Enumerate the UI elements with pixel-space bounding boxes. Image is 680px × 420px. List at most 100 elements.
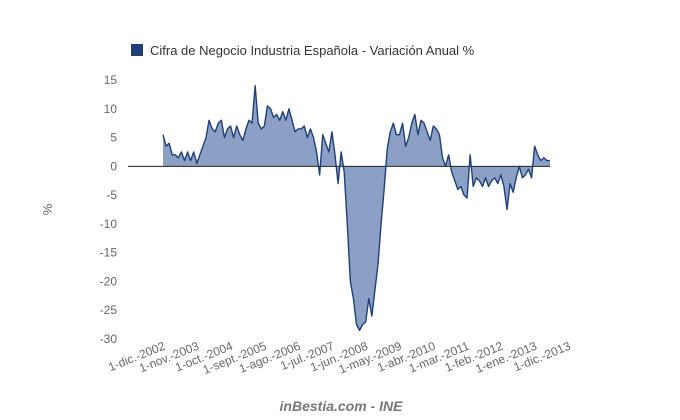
data-point[interactable] (463, 194, 465, 196)
data-point[interactable] (457, 188, 459, 190)
data-point[interactable] (445, 165, 447, 167)
data-point[interactable] (524, 174, 526, 176)
data-point[interactable] (481, 185, 483, 187)
data-point[interactable] (297, 128, 299, 130)
data-point[interactable] (488, 185, 490, 187)
data-point[interactable] (263, 125, 265, 127)
data-point[interactable] (211, 128, 213, 130)
data-point[interactable] (313, 137, 315, 139)
data-point[interactable] (168, 142, 170, 144)
data-point[interactable] (285, 119, 287, 121)
data-point[interactable] (254, 85, 256, 87)
data-point[interactable] (187, 151, 189, 153)
data-point[interactable] (521, 177, 523, 179)
data-point[interactable] (395, 134, 397, 136)
data-point[interactable] (423, 122, 425, 124)
data-point[interactable] (442, 157, 444, 159)
data-point[interactable] (359, 329, 361, 331)
data-point[interactable] (371, 315, 373, 317)
data-point[interactable] (260, 128, 262, 130)
data-point[interactable] (309, 128, 311, 130)
data-point[interactable] (500, 174, 502, 176)
data-point[interactable] (497, 183, 499, 185)
data-point[interactable] (405, 145, 407, 147)
data-point[interactable] (171, 154, 173, 156)
data-point[interactable] (546, 160, 548, 162)
data-point[interactable] (509, 183, 511, 185)
data-point[interactable] (435, 128, 437, 130)
data-point[interactable] (165, 145, 167, 147)
data-point[interactable] (438, 134, 440, 136)
data-point[interactable] (349, 280, 351, 282)
data-point[interactable] (276, 114, 278, 116)
data-point[interactable] (184, 160, 186, 162)
data-point[interactable] (543, 157, 545, 159)
data-point[interactable] (537, 154, 539, 156)
data-point[interactable] (199, 154, 201, 156)
data-point[interactable] (270, 108, 272, 110)
data-point[interactable] (180, 151, 182, 153)
data-point[interactable] (190, 160, 192, 162)
data-point[interactable] (220, 119, 222, 121)
data-point[interactable] (162, 134, 164, 136)
series-line[interactable] (162, 85, 550, 332)
data-point[interactable] (346, 223, 348, 225)
data-point[interactable] (469, 154, 471, 156)
data-point[interactable] (512, 191, 514, 193)
data-point[interactable] (478, 180, 480, 182)
data-point[interactable] (377, 263, 379, 265)
data-point[interactable] (389, 131, 391, 133)
data-point[interactable] (273, 116, 275, 118)
data-point[interactable] (365, 321, 367, 323)
data-point[interactable] (356, 324, 358, 326)
data-point[interactable] (196, 162, 198, 164)
data-point[interactable] (177, 157, 179, 159)
data-point[interactable] (337, 183, 339, 185)
data-point[interactable] (491, 180, 493, 182)
data-point[interactable] (343, 171, 345, 173)
data-point[interactable] (414, 114, 416, 116)
data-point[interactable] (282, 111, 284, 113)
data-point[interactable] (494, 177, 496, 179)
data-point[interactable] (217, 122, 219, 124)
data-point[interactable] (288, 108, 290, 110)
data-point[interactable] (528, 168, 530, 170)
data-point[interactable] (208, 119, 210, 121)
data-point[interactable] (319, 174, 321, 176)
data-point[interactable] (460, 185, 462, 187)
data-point[interactable] (245, 128, 247, 130)
data-point[interactable] (306, 137, 308, 139)
data-point[interactable] (230, 125, 232, 127)
data-point[interactable] (340, 151, 342, 153)
data-point[interactable] (202, 145, 204, 147)
data-point[interactable] (485, 177, 487, 179)
data-point[interactable] (518, 165, 520, 167)
data-point[interactable] (236, 125, 238, 127)
data-point[interactable] (531, 177, 533, 179)
data-point[interactable] (233, 137, 235, 139)
data-point[interactable] (380, 223, 382, 225)
data-point[interactable] (466, 197, 468, 199)
data-point[interactable] (426, 131, 428, 133)
legend[interactable]: Cifra de Negocio Industria Española - Va… (131, 43, 475, 58)
data-point[interactable] (248, 119, 250, 121)
data-point[interactable] (174, 154, 176, 156)
data-point[interactable] (374, 289, 376, 291)
data-point[interactable] (399, 134, 401, 136)
data-point[interactable] (451, 171, 453, 173)
data-point[interactable] (352, 298, 354, 300)
data-point[interactable] (432, 125, 434, 127)
data-point[interactable] (279, 119, 281, 121)
data-point[interactable] (294, 131, 296, 133)
data-point[interactable] (549, 160, 551, 162)
data-point[interactable] (266, 105, 268, 107)
data-point[interactable] (503, 185, 505, 187)
data-point[interactable] (534, 145, 536, 147)
data-point[interactable] (300, 128, 302, 130)
data-point[interactable] (328, 151, 330, 153)
data-point[interactable] (402, 122, 404, 124)
data-point[interactable] (242, 139, 244, 141)
data-point[interactable] (368, 298, 370, 300)
data-point[interactable] (362, 324, 364, 326)
data-point[interactable] (475, 177, 477, 179)
